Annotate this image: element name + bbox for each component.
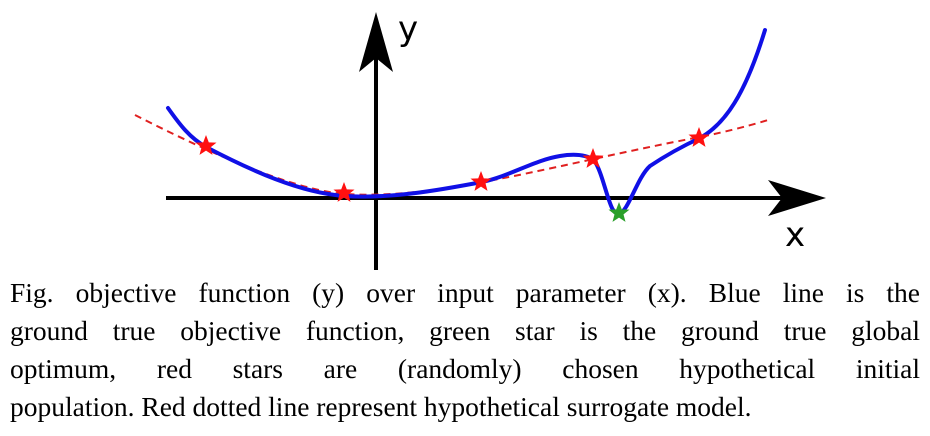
- initial-population-star: [582, 148, 604, 168]
- caption-line: ground true objective function, green st…: [10, 315, 920, 346]
- figure-caption: Fig. objective function (y) over input p…: [10, 274, 920, 426]
- y-axis-arrowhead: [359, 12, 393, 72]
- caption-line: Fig. objective function (y) over input p…: [10, 277, 920, 308]
- objective-function-diagram: y x: [134, 9, 826, 270]
- initial-population-star: [195, 135, 217, 155]
- x-axis-label: x: [785, 215, 805, 255]
- caption-line: population. Red dotted line represent hy…: [10, 391, 752, 422]
- y-axis-label: y: [398, 9, 418, 49]
- surrogate-model-line: [134, 114, 769, 196]
- x-axis-arrowhead: [768, 180, 826, 216]
- initial-population-star: [470, 171, 492, 191]
- initial-population-star: [333, 182, 355, 202]
- global-optimum-star: [608, 202, 630, 222]
- ground-truth-objective-line: [166, 28, 767, 216]
- initial-population-star: [688, 127, 710, 147]
- caption-line: optimum, red stars are (randomly) chosen…: [10, 353, 920, 384]
